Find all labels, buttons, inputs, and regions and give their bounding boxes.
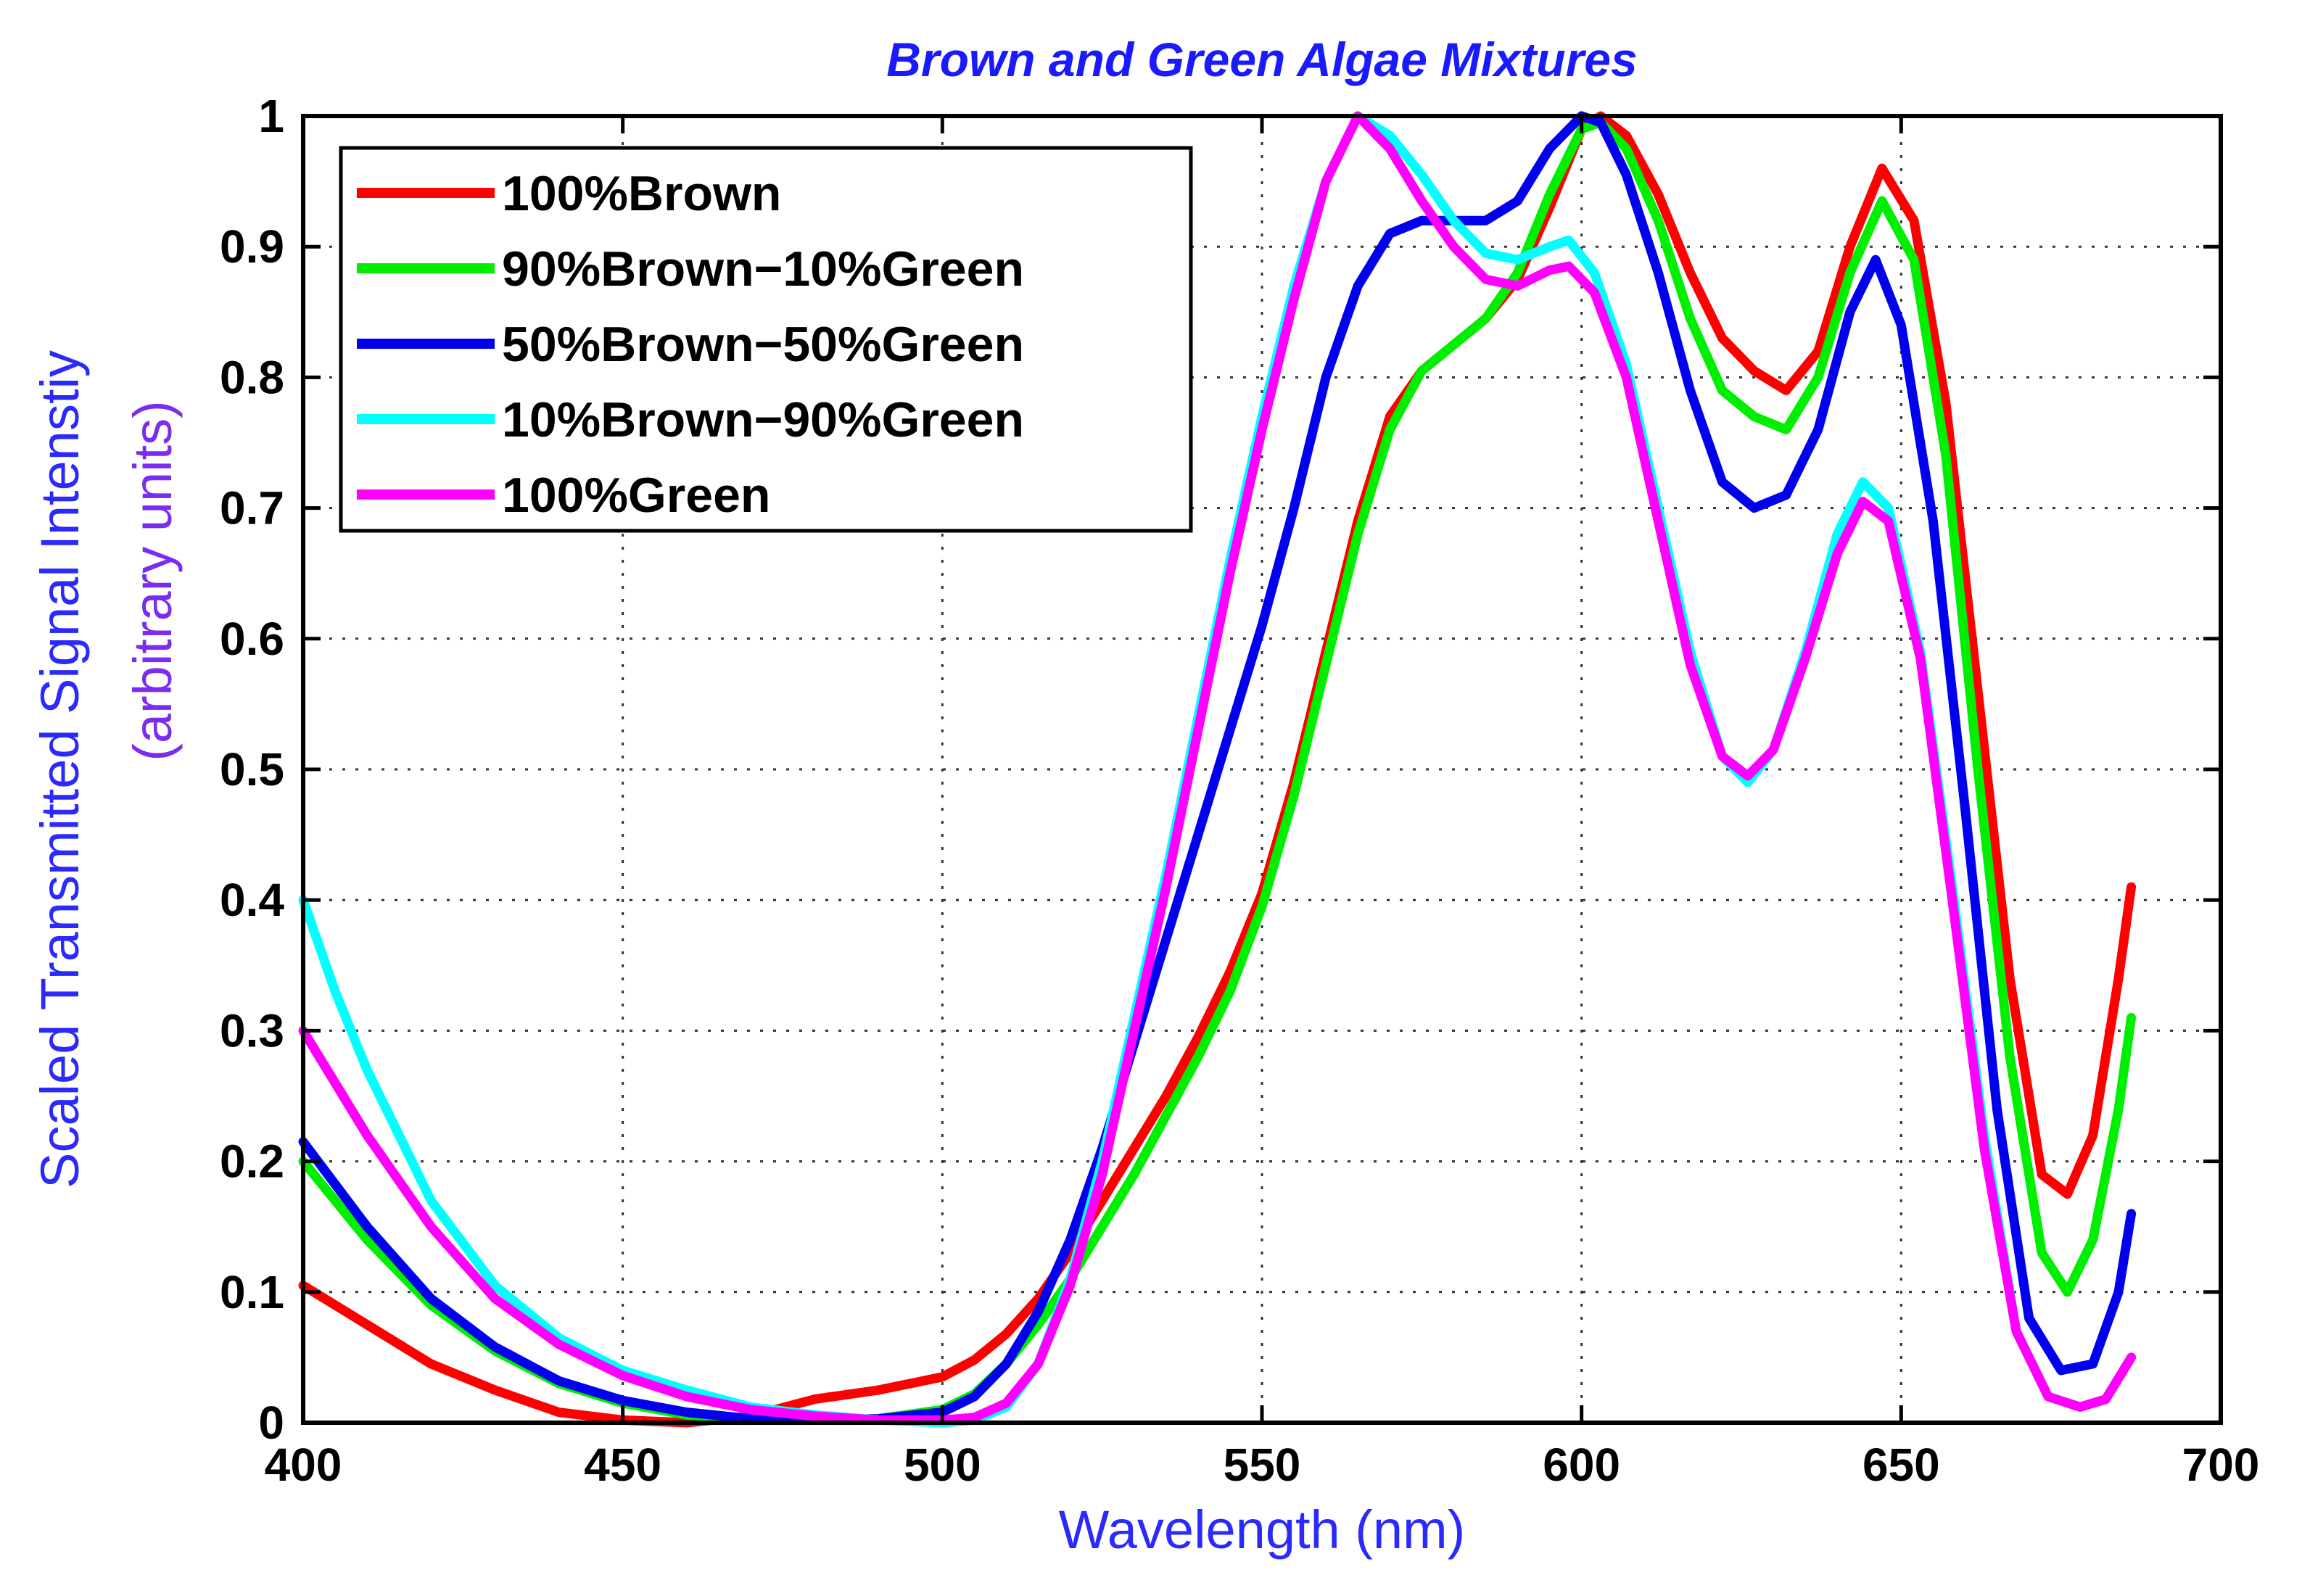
y-tick-label: 0.8 — [220, 351, 284, 403]
y-axis-label-units: (arbitrary units) — [123, 400, 183, 761]
y-tick-label: 0.6 — [220, 613, 284, 665]
tick-labels: 400 450 500 550 600 650 700 0 0.1 0.2 0.3 0.4 0.5 0.6… — [220, 90, 2259, 1491]
y-tick-label: 0.2 — [220, 1136, 284, 1188]
x-tick-label: 600 — [1543, 1439, 1620, 1491]
legend-label: 100%Green — [502, 468, 770, 523]
y-tick-label: 0.9 — [220, 220, 284, 273]
legend-label: 100%Brown — [502, 166, 781, 221]
series-line-5 — [298, 111, 2137, 1425]
y-tick-label: 0.5 — [220, 743, 284, 795]
y-tick-label: 0.7 — [220, 482, 284, 534]
legend-label: 10%Brown−90%Green — [502, 392, 1024, 447]
ticks — [301, 114, 2223, 1425]
y-axis-label: Scaled Transmitted Signal Intenstiy — [30, 350, 90, 1188]
y-tick-label: 0.3 — [220, 1004, 284, 1057]
y-tick-label: 0.1 — [220, 1266, 284, 1318]
x-axis-label: Wavelength (nm) — [1059, 1500, 1466, 1560]
x-tick-label: 650 — [1862, 1439, 1940, 1491]
x-tick-label: 700 — [2182, 1439, 2260, 1491]
chart-title: Brown and Green Algae Mixtures — [886, 33, 1637, 86]
grid — [303, 116, 2221, 1423]
legend-entries: 100%Brown 90%Brown−10%Green 50%Brown−50%Gr… — [357, 166, 1024, 523]
x-tick-label: 550 — [1224, 1439, 1301, 1491]
legend-label: 90%Brown−10%Green — [502, 241, 1024, 297]
series-layer — [298, 111, 2137, 1428]
legend: 100%Brown 90%Brown−10%Green 50%Brown−50%Gr… — [339, 146, 1193, 533]
y-tick-label: 1 — [258, 90, 284, 142]
y-tick-label: 0.4 — [220, 874, 284, 926]
y-tick-label: 0 — [258, 1397, 284, 1449]
x-tick-label: 450 — [584, 1439, 661, 1491]
x-tick-label: 500 — [904, 1439, 981, 1491]
legend-label: 50%Brown−50%Green — [502, 317, 1024, 372]
x-tick-label: 400 — [265, 1439, 342, 1491]
